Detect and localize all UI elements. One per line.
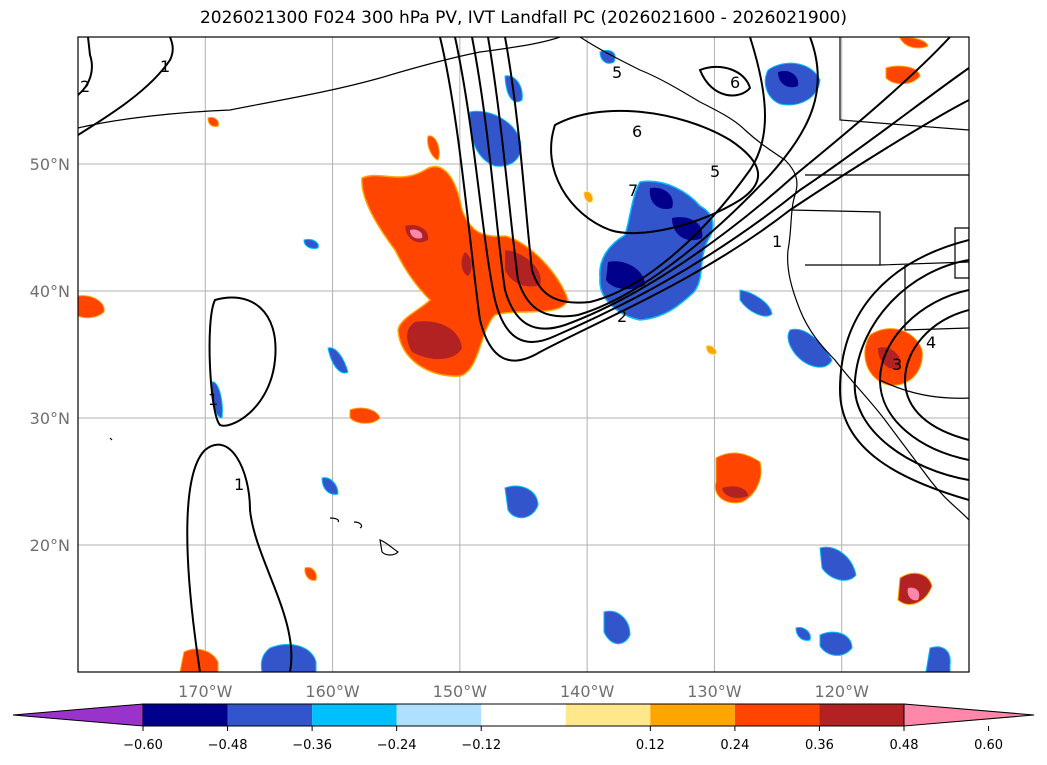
pv-negative-small-16 [599,49,616,64]
pv-positive-small-6 [304,567,317,581]
pv-negative-small-4 [787,328,833,368]
pv-negative-small-3 [739,289,773,317]
pv-positive-small-9 [705,345,717,355]
colorbar-tick-label: −0.60 [123,738,163,753]
pv-negative-small-12 [321,477,339,495]
contour-label: 1 [208,390,218,409]
contour-label: 5 [710,162,720,181]
longitude-labels: 170°W 160°W 150°W 140°W 130°W 120°W [178,682,869,701]
contour-label: 5 [612,63,622,82]
lat-tick-label: 30°N [30,409,70,428]
colorbar-tick-label: −0.12 [461,738,501,753]
pv-negative-small-11 [327,347,349,374]
lon-tick-label: 160°W [305,682,360,701]
lon-tick-label: 130°W [687,682,742,701]
lat-tick-label: 40°N [30,282,70,301]
colorbar-tick-label: 0.24 [720,738,749,753]
lat-tick-label: 50°N [30,155,70,174]
pv-negative-small-10 [925,646,951,672]
lon-tick-label: 150°W [433,682,488,701]
colorbar-segment [819,704,904,726]
lon-tick-label: 120°W [815,682,870,701]
colorbar-segment [143,704,228,726]
colorbar-tick-label: 0.36 [805,738,834,753]
pv-positive-westedge [78,295,105,319]
pv-positive-small-3-core [907,587,920,601]
lon-tick-label: 140°W [560,682,615,701]
contour-label: 4 [926,333,936,352]
colorbar-segment [396,704,482,726]
contour-label: 6 [632,122,642,141]
lon-tick-label: 170°W [178,682,233,701]
pv-negative-core-3 [649,187,673,210]
contour-label: 6 [730,73,740,92]
colorbar-outline [142,703,905,727]
colorbar-tick-label: 0.60 [974,738,1003,753]
pv-anomaly-fills [78,37,951,672]
colorbar-extend-high [903,703,1035,727]
map-frame [77,36,970,673]
colorbar-tick-label: −0.48 [208,738,248,753]
pv-positive-core-1 [407,321,462,360]
pv-positive-topright-2 [899,37,929,49]
contour-label: 7 [628,181,638,200]
contour-label: 1 [234,475,244,494]
pv-positive-small-4 [349,407,381,424]
colorbar-tick-label: 0.48 [890,738,919,753]
pv-negative-small-6 [819,546,857,581]
contour-labels: 1 1 1 2 5 6 6 5 1 7 2 3 4 [80,57,936,494]
colorbar-segment [481,704,566,726]
colorbar-segment [227,704,313,726]
pv-positive-small-7 [583,191,594,203]
pv-positive-core-3 [461,252,472,276]
pv-positive-core-2 [505,250,541,287]
pv-positive-small-8 [207,117,219,127]
contour-label: 1 [772,232,782,251]
colorbar-tick-label: 0.12 [636,738,665,753]
lat-tick-label: 20°N [30,536,70,555]
coastlines [78,37,969,556]
ivt-contours [78,37,969,672]
colorbar-segment [734,704,820,726]
colorbar-tick-label: −0.24 [377,738,417,753]
pv-negative-small-8 [603,610,631,645]
pv-negative-small-7 [819,631,853,656]
contour-label: 3 [892,355,902,374]
colorbar-segment [312,704,397,726]
contour-label: 2 [80,77,90,96]
colorbar-segment [650,704,735,726]
pv-positive-topright [885,65,921,85]
colorbar-extend-low [12,703,144,727]
colorbar-segment [565,704,651,726]
pv-negative-small-5 [504,485,539,519]
colorbar: −0.60 −0.48 −0.36 −0.24 −0.12 0.12 0.24 0.36 0.4… [12,703,1035,753]
pv-positive-pink [410,229,423,239]
contour-label: 1 [160,57,170,76]
pv-negative-topright-core [778,70,799,88]
pv-positive-se-core [878,347,901,370]
pv-negative-small-15 [303,239,319,249]
pv-negative-small-14 [795,627,811,641]
latitude-labels: 20°N 30°N 40°N 50°N [30,155,70,555]
colorbar-tick-label: −0.36 [292,738,332,753]
pv-positive-small-1 [427,135,440,161]
contour-label: 2 [617,307,627,326]
pv-positive-small-2-core [722,486,748,498]
figure-title: 2026021300 F024 300 hPa PV, IVT Landfall… [199,8,847,28]
